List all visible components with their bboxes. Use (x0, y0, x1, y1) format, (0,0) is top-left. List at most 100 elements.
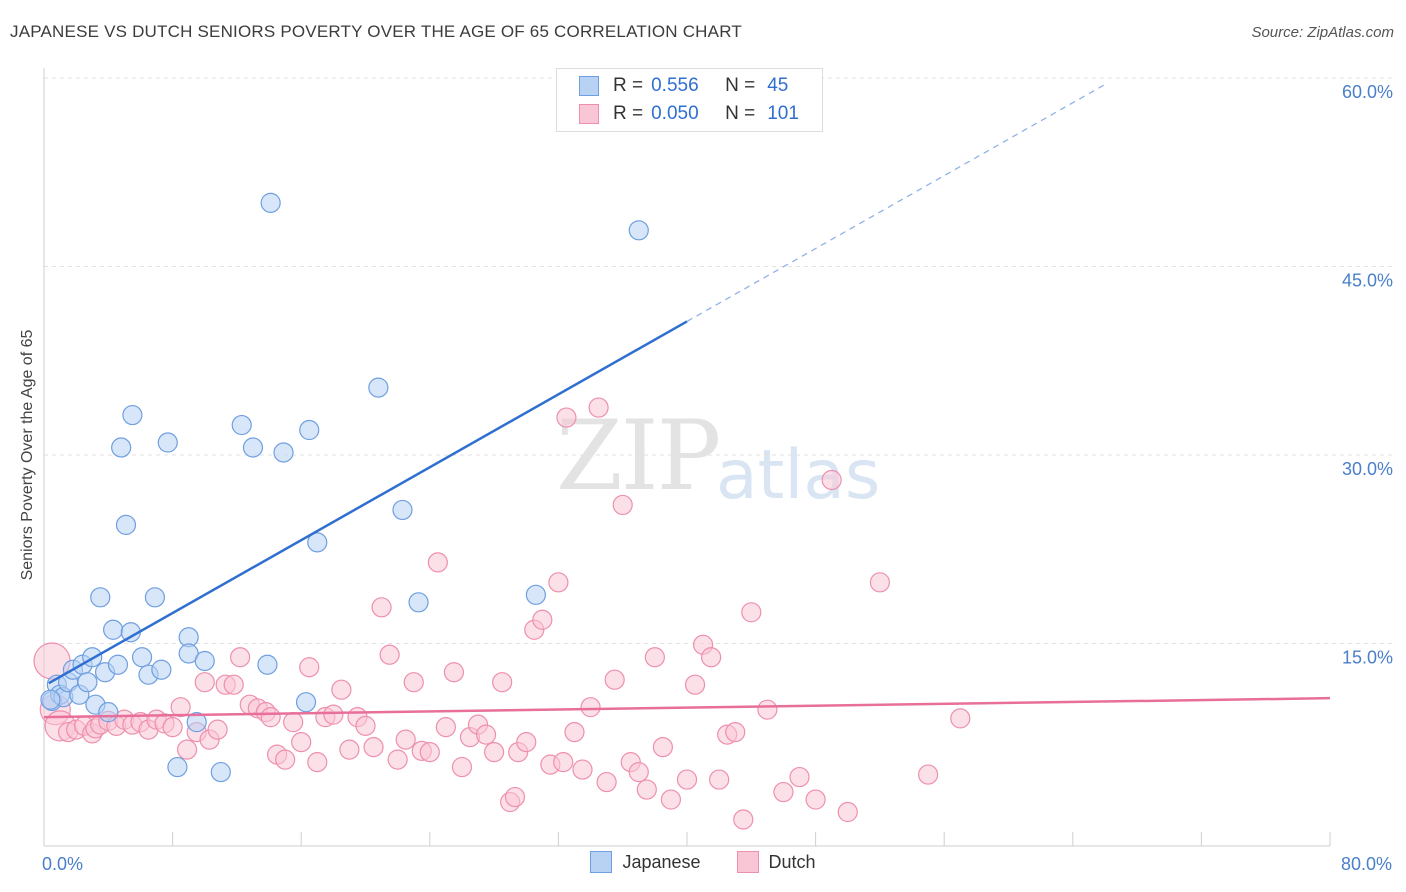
point-dutch (553, 751, 574, 773)
legend-item-dutch[interactable]: Dutch (736, 851, 816, 873)
point-dutch (709, 769, 730, 790)
chart-title: JAPANESE VS DUTCH SENIORS POVERTY OVER T… (10, 22, 742, 41)
point-japanese (628, 220, 649, 241)
watermark-zip: ZIP (556, 400, 721, 512)
legend-label-dutch: Dutch (768, 851, 816, 872)
y-tick-label: 60.0% (1342, 82, 1393, 102)
point-japanese (90, 587, 111, 608)
point-japanese (157, 432, 178, 453)
r-label: R = (613, 103, 644, 124)
point-dutch (331, 679, 352, 700)
point-dutch (504, 786, 526, 808)
point-japanese (194, 650, 215, 672)
point-dutch (275, 749, 296, 770)
stats-row-dutch: R = 0.050 N = 101 (579, 101, 799, 127)
trend-lines (43, 83, 1331, 719)
point-dutch (869, 572, 891, 593)
point-japanese (408, 592, 429, 613)
point-dutch (176, 739, 198, 760)
point-japanese (231, 414, 252, 436)
point-dutch (636, 779, 657, 800)
point-dutch (162, 717, 183, 738)
point-dutch (950, 708, 971, 729)
r-value: 0.050 (651, 103, 699, 124)
point-japanese (167, 756, 188, 778)
point-dutch (773, 781, 794, 803)
data-points (33, 192, 971, 830)
n-value: 45 (767, 75, 789, 96)
point-japanese (260, 192, 281, 213)
point-dutch (564, 722, 585, 743)
point-dutch (733, 809, 754, 830)
point-dutch (387, 749, 408, 770)
point-japanese (98, 702, 119, 723)
point-dutch (805, 789, 826, 810)
watermark-atlas: atlas (716, 436, 881, 515)
point-japanese (242, 437, 264, 458)
point-dutch (435, 717, 456, 738)
point-japanese (40, 689, 61, 710)
point-japanese (107, 654, 129, 675)
point-dutch (588, 397, 609, 418)
stats-swatch-japanese (579, 76, 599, 96)
point-dutch (230, 647, 251, 668)
y-tick-label: 45.0% (1342, 271, 1393, 291)
point-dutch (443, 662, 465, 683)
legend-swatch-dutch (736, 851, 759, 873)
point-japanese (307, 532, 328, 553)
point-dutch (371, 597, 392, 618)
point-dutch (427, 552, 448, 573)
point-dutch (379, 644, 400, 665)
point-dutch (475, 724, 497, 745)
point-japanese (77, 672, 98, 693)
point-japanese (368, 377, 389, 398)
point-dutch (837, 801, 858, 823)
n-value: 101 (767, 103, 799, 124)
trend-line-japanese-extension (686, 83, 1106, 322)
x-tick-label: 80.0% (1341, 854, 1392, 874)
point-dutch (596, 771, 617, 793)
point-dutch (580, 697, 601, 718)
point-japanese (122, 404, 143, 426)
point-dutch (757, 699, 778, 720)
point-dutch (403, 672, 424, 693)
stats-swatch-dutch (579, 104, 599, 124)
point-dutch (363, 737, 384, 758)
legend-item-japanese[interactable]: Japanese (590, 851, 701, 873)
point-japanese (273, 442, 294, 463)
source-label: Source: ZipAtlas.com (1251, 24, 1394, 41)
n-label: N = (725, 75, 756, 96)
point-dutch (741, 602, 762, 623)
point-dutch (644, 647, 665, 668)
point-dutch (548, 572, 569, 593)
stats-box: R = 0.556 N = 45 R = 0.050 N = 101 (556, 68, 823, 132)
n-label: N = (725, 103, 756, 124)
point-japanese (151, 659, 172, 680)
legend: Japanese Dutch (0, 851, 1406, 873)
point-japanese (210, 761, 231, 783)
axes (43, 68, 1331, 847)
point-japanese (131, 647, 153, 668)
point-dutch (725, 722, 746, 743)
point-dutch (395, 729, 416, 750)
trend-line-dutch (43, 696, 1331, 719)
point-dutch (652, 737, 673, 758)
r-value: 0.556 (651, 75, 699, 96)
point-dutch (355, 715, 376, 736)
point-japanese (299, 419, 320, 441)
point-dutch (604, 669, 625, 690)
point-dutch (307, 751, 328, 773)
r-label: R = (613, 75, 644, 96)
point-dutch (918, 764, 939, 785)
grid-lines (44, 77, 1395, 644)
stats-row-japanese: R = 0.556 N = 45 (579, 73, 788, 99)
point-japanese (115, 514, 137, 536)
point-dutch (223, 674, 244, 695)
point-japanese (295, 692, 317, 713)
point-dutch (170, 697, 191, 718)
point-dutch (484, 742, 505, 763)
y-tick-label: 30.0% (1342, 459, 1393, 479)
point-dutch (323, 704, 344, 725)
point-dutch (419, 742, 440, 763)
